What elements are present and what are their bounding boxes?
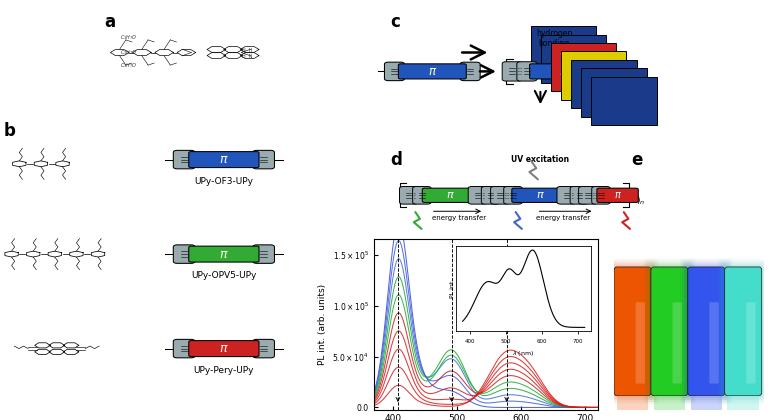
- FancyBboxPatch shape: [709, 302, 719, 383]
- FancyBboxPatch shape: [503, 62, 523, 81]
- FancyBboxPatch shape: [724, 267, 762, 396]
- FancyBboxPatch shape: [651, 267, 689, 396]
- Text: b: b: [4, 122, 15, 140]
- Y-axis label: PL int. (arb. units): PL int. (arb. units): [318, 284, 327, 365]
- FancyBboxPatch shape: [614, 267, 651, 396]
- FancyBboxPatch shape: [491, 186, 510, 204]
- Text: energy transfer: energy transfer: [432, 215, 486, 221]
- Text: $\pi$: $\pi$: [219, 342, 229, 355]
- FancyBboxPatch shape: [570, 186, 588, 204]
- Text: $\pi$: $\pi$: [428, 65, 437, 78]
- FancyBboxPatch shape: [173, 339, 195, 358]
- FancyBboxPatch shape: [721, 262, 766, 400]
- FancyBboxPatch shape: [723, 265, 764, 398]
- FancyBboxPatch shape: [614, 267, 652, 396]
- FancyBboxPatch shape: [188, 341, 259, 357]
- FancyBboxPatch shape: [460, 62, 480, 81]
- Text: $)_n$: $)_n$: [636, 194, 645, 207]
- FancyBboxPatch shape: [647, 262, 692, 400]
- FancyBboxPatch shape: [579, 186, 598, 204]
- FancyBboxPatch shape: [468, 186, 487, 204]
- FancyBboxPatch shape: [503, 186, 523, 204]
- Text: $C_3H_7O$: $C_3H_7O$: [120, 61, 137, 70]
- FancyBboxPatch shape: [557, 186, 576, 204]
- Polygon shape: [531, 26, 597, 75]
- FancyBboxPatch shape: [727, 392, 759, 410]
- Text: $\pi$: $\pi$: [446, 190, 455, 200]
- Text: $\pi$: $\pi$: [559, 65, 568, 78]
- FancyBboxPatch shape: [173, 150, 195, 169]
- FancyBboxPatch shape: [648, 265, 690, 398]
- FancyBboxPatch shape: [688, 267, 725, 396]
- Text: UPy-OF3-UPy: UPy-OF3-UPy: [195, 177, 253, 186]
- Text: d: d: [390, 151, 401, 169]
- FancyBboxPatch shape: [591, 186, 610, 204]
- FancyBboxPatch shape: [610, 262, 655, 400]
- FancyBboxPatch shape: [517, 62, 537, 81]
- FancyBboxPatch shape: [412, 186, 431, 204]
- FancyBboxPatch shape: [608, 260, 657, 402]
- FancyBboxPatch shape: [252, 150, 275, 169]
- Polygon shape: [581, 68, 647, 116]
- Text: UPy-Pery-UPy: UPy-Pery-UPy: [194, 366, 254, 375]
- FancyBboxPatch shape: [645, 260, 694, 402]
- FancyBboxPatch shape: [422, 188, 479, 202]
- FancyBboxPatch shape: [188, 246, 259, 262]
- FancyBboxPatch shape: [612, 265, 653, 398]
- Text: a: a: [104, 13, 115, 31]
- FancyBboxPatch shape: [173, 245, 195, 263]
- Text: $\pi$: $\pi$: [614, 190, 621, 200]
- Text: $C_3H_7O$: $C_3H_7O$: [120, 48, 137, 57]
- Text: N  H: N H: [242, 48, 252, 53]
- Text: $\pi$: $\pi$: [219, 153, 229, 166]
- FancyBboxPatch shape: [384, 62, 405, 81]
- FancyBboxPatch shape: [597, 188, 638, 202]
- Polygon shape: [551, 43, 616, 92]
- Polygon shape: [541, 35, 607, 83]
- FancyBboxPatch shape: [690, 392, 722, 410]
- FancyBboxPatch shape: [252, 245, 275, 263]
- Polygon shape: [561, 52, 627, 100]
- Text: UV excitation: UV excitation: [511, 155, 570, 164]
- Polygon shape: [591, 76, 656, 125]
- FancyBboxPatch shape: [688, 267, 725, 396]
- FancyBboxPatch shape: [530, 64, 598, 79]
- Text: c: c: [390, 13, 400, 31]
- FancyBboxPatch shape: [747, 302, 756, 383]
- Text: $)_n$: $)_n$: [611, 70, 620, 83]
- FancyBboxPatch shape: [725, 267, 762, 396]
- FancyBboxPatch shape: [400, 186, 418, 204]
- FancyBboxPatch shape: [651, 267, 688, 396]
- FancyBboxPatch shape: [686, 265, 727, 398]
- FancyBboxPatch shape: [398, 64, 466, 79]
- FancyBboxPatch shape: [672, 302, 682, 383]
- Polygon shape: [571, 60, 636, 108]
- FancyBboxPatch shape: [682, 260, 730, 402]
- FancyBboxPatch shape: [252, 339, 275, 358]
- Text: $\pi$: $\pi$: [219, 248, 229, 260]
- Text: e: e: [631, 151, 643, 169]
- Text: UPy-OPV5-UPy: UPy-OPV5-UPy: [191, 271, 256, 280]
- Text: $\pi$: $\pi$: [536, 190, 545, 200]
- Text: energy transfer: energy transfer: [537, 215, 591, 221]
- FancyBboxPatch shape: [512, 188, 569, 202]
- FancyBboxPatch shape: [684, 262, 729, 400]
- FancyBboxPatch shape: [635, 302, 645, 383]
- Text: hydrogen
bonding: hydrogen bonding: [536, 29, 573, 48]
- FancyBboxPatch shape: [654, 392, 686, 410]
- FancyBboxPatch shape: [719, 260, 767, 402]
- FancyBboxPatch shape: [617, 392, 648, 410]
- Text: H  N: H N: [242, 54, 252, 59]
- FancyBboxPatch shape: [188, 152, 259, 168]
- FancyBboxPatch shape: [482, 186, 500, 204]
- Text: $C_3H_7O$: $C_3H_7O$: [120, 33, 137, 42]
